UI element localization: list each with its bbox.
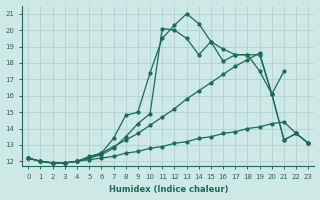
X-axis label: Humidex (Indice chaleur): Humidex (Indice chaleur) [108,185,228,194]
